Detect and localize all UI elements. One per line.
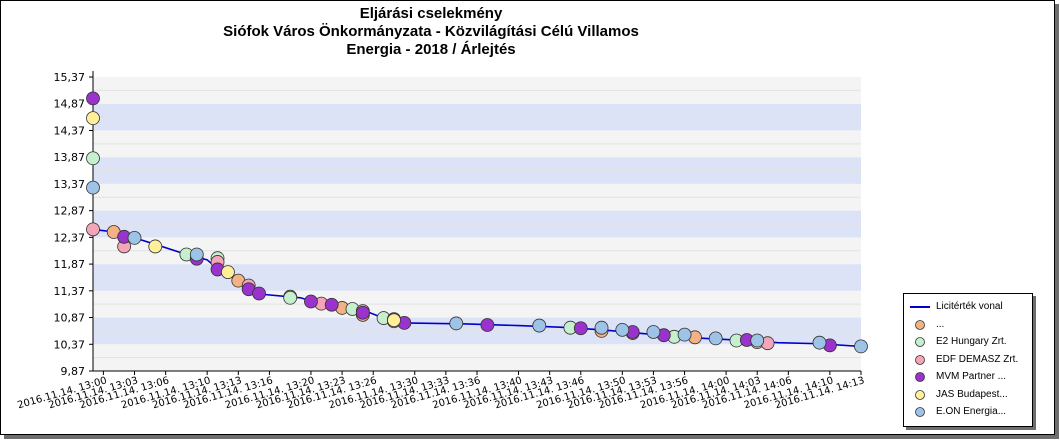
legend-marker-swatch — [915, 372, 925, 382]
legend-label: ... — [936, 318, 945, 330]
legend-marker-swatch — [915, 389, 925, 400]
legend-label: EDF DEMASZ Zrt. — [936, 353, 1019, 365]
data-point-mvm — [573, 321, 588, 336]
y-tick-label: 15,37 — [54, 71, 86, 84]
data-point-eon — [449, 316, 464, 331]
data-point-mvm — [324, 297, 339, 312]
series-markers — [86, 91, 868, 354]
data-point-eon — [854, 339, 868, 354]
legend-swatch — [915, 337, 925, 347]
y-tick-label: 11,87 — [54, 258, 86, 271]
y-tick-label: 10,37 — [54, 338, 86, 351]
data-point-eon — [86, 180, 100, 195]
data-point-mvm — [86, 91, 100, 106]
chart-title-line-1: Eljárási cselekmény — [359, 5, 503, 22]
y-tick-label: 12,87 — [54, 205, 86, 218]
legend-label: JAS Budapest... — [936, 388, 1008, 400]
data-point-jas — [86, 111, 100, 126]
y-tick-label: 11,37 — [54, 285, 86, 298]
line-chart: 9,87 10,37 10,87 11,37 11,87 12,37 12,87 13,37 1… — [16, 71, 868, 411]
chart-title-line-3: Energia - 2018 / Árlejtés — [346, 41, 516, 58]
legend-marker-swatch — [915, 354, 925, 365]
legend-label: MVM Partner ... — [936, 371, 1007, 382]
legend-label: E2 Hungary Zrt. — [936, 336, 1007, 347]
data-point-eon — [646, 325, 661, 339]
data-point-mvm — [355, 305, 370, 320]
legend-swatch — [915, 407, 925, 417]
chart-title-line-2: Siófok Város Önkormányzata - Közvilágítá… — [223, 23, 639, 40]
data-point-jas — [221, 265, 235, 280]
y-tick-label: 13,87 — [54, 151, 86, 164]
y-tick-label: 9,87 — [61, 365, 86, 378]
chart-title: Eljárási cselekmény Siófok Város Önkormá… — [1, 5, 861, 59]
data-point-eon — [615, 322, 630, 337]
data-point-edf — [86, 222, 100, 237]
data-point-jas — [387, 313, 401, 328]
legend-marker-swatch — [915, 337, 925, 347]
legend-swatch — [915, 354, 925, 365]
legend-marker-swatch — [915, 407, 925, 417]
legend-label: E.ON Energia... — [936, 406, 1007, 417]
data-point-mvm — [480, 318, 495, 332]
legend-swatch — [915, 389, 925, 400]
plot-background-bands — [93, 77, 861, 371]
data-point-mvm — [304, 294, 318, 309]
legend-swatch — [915, 319, 925, 330]
data-point-mvm — [252, 286, 266, 301]
y-tick-label: 13,37 — [54, 178, 86, 191]
legend-label: Licitérték vonal — [936, 301, 1003, 312]
y-axis-ticks: 9,87 10,37 10,87 11,37 11,87 12,37 12,87 13,37 1… — [54, 71, 93, 378]
data-point-eon — [594, 320, 609, 335]
y-tick-label: 10,87 — [54, 312, 86, 325]
data-point-eon — [677, 327, 692, 342]
legend-swatch — [915, 372, 925, 382]
data-point-eon — [750, 333, 765, 348]
chart-legend: Licitérték vonal... E2 Hungary Zrt. EDF DE… — [903, 293, 1033, 427]
data-point-eon — [708, 331, 723, 346]
legend-marker-swatch — [915, 319, 925, 330]
data-point-eon — [812, 335, 827, 350]
legend-swatch — [910, 306, 930, 308]
data-point-eon — [532, 318, 547, 333]
data-point-e2 — [86, 151, 100, 166]
data-point-e2 — [283, 290, 298, 305]
y-tick-label: 12,37 — [54, 231, 86, 244]
data-point-eon — [127, 230, 142, 245]
y-tick-label: 14,37 — [54, 124, 86, 137]
y-tick-label: 14,87 — [54, 98, 86, 111]
data-point-eon — [189, 247, 204, 262]
data-point-jas — [148, 239, 163, 254]
